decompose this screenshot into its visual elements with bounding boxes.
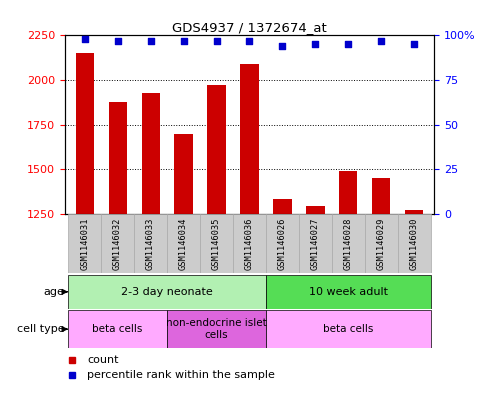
Bar <box>68 275 266 309</box>
Text: GSM1146027: GSM1146027 <box>311 217 320 270</box>
Bar <box>241 64 258 214</box>
Bar <box>266 310 431 348</box>
Text: age: age <box>43 287 64 297</box>
Point <box>147 38 155 44</box>
Bar <box>339 171 357 214</box>
Text: percentile rank within the sample: percentile rank within the sample <box>87 370 275 380</box>
Point <box>344 41 352 48</box>
Bar <box>273 199 291 214</box>
Point <box>278 43 286 49</box>
Bar <box>266 214 299 273</box>
Text: GSM1146034: GSM1146034 <box>179 217 188 270</box>
Bar <box>365 214 398 273</box>
Bar <box>68 310 167 348</box>
Text: GSM1146032: GSM1146032 <box>113 217 122 270</box>
Title: GDS4937 / 1372674_at: GDS4937 / 1372674_at <box>172 21 327 34</box>
Bar <box>175 134 193 214</box>
Bar <box>405 210 424 214</box>
Bar <box>68 214 101 273</box>
Text: cell type: cell type <box>16 324 64 334</box>
Text: beta cells: beta cells <box>323 324 374 334</box>
Point <box>410 41 418 48</box>
Text: GSM1146031: GSM1146031 <box>80 217 89 270</box>
Bar <box>299 214 332 273</box>
Bar <box>306 206 324 214</box>
Text: 2-3 day neonate: 2-3 day neonate <box>121 287 213 297</box>
Text: non-endocrine islet
cells: non-endocrine islet cells <box>166 318 267 340</box>
Text: GSM1146026: GSM1146026 <box>278 217 287 270</box>
Bar <box>266 275 431 309</box>
Point <box>246 38 253 44</box>
Text: GSM1146036: GSM1146036 <box>245 217 254 270</box>
Bar <box>101 214 134 273</box>
Bar <box>167 310 266 348</box>
Point <box>377 38 385 44</box>
Bar <box>372 178 390 214</box>
Bar <box>332 214 365 273</box>
Text: beta cells: beta cells <box>92 324 143 334</box>
Point <box>114 38 122 44</box>
Bar <box>398 214 431 273</box>
Bar <box>200 214 233 273</box>
Text: GSM1146029: GSM1146029 <box>377 217 386 270</box>
Text: GSM1146035: GSM1146035 <box>212 217 221 270</box>
Point <box>311 41 319 48</box>
Text: GSM1146033: GSM1146033 <box>146 217 155 270</box>
Bar <box>134 214 167 273</box>
Text: GSM1146028: GSM1146028 <box>344 217 353 270</box>
Bar <box>167 214 200 273</box>
Text: count: count <box>87 354 119 365</box>
Bar <box>208 84 226 214</box>
Bar <box>75 53 94 214</box>
Bar <box>142 93 160 214</box>
Bar <box>109 101 127 214</box>
Point <box>213 38 221 44</box>
Bar <box>233 214 266 273</box>
Point <box>180 38 188 44</box>
Text: 10 week adult: 10 week adult <box>309 287 388 297</box>
Point <box>81 36 89 42</box>
Text: GSM1146030: GSM1146030 <box>410 217 419 270</box>
